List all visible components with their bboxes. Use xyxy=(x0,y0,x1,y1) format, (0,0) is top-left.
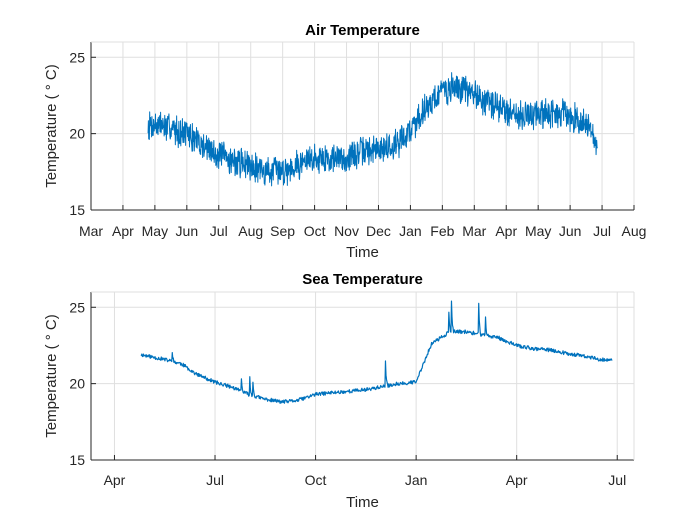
x-tick-label: Jul xyxy=(608,472,626,488)
x-tick-label: Apr xyxy=(495,223,517,239)
x-tick-label: Feb xyxy=(430,223,454,239)
x-tick-label: Mar xyxy=(79,223,103,239)
y-axis-label: Temperature ( ° C) xyxy=(43,314,60,438)
y-tick-label: 20 xyxy=(69,376,85,392)
x-tick-label: Aug xyxy=(238,223,263,239)
y-tick-label: 20 xyxy=(69,126,85,142)
air-temperature-chart: Mar Apr May Jun Jul Aug Sep Oct Nov Dec Jan Feb Mar A… xyxy=(43,22,646,261)
x-tick-label: Dec xyxy=(366,223,391,239)
x-tick-label: Aug xyxy=(622,223,647,239)
x-tick-label: Jun xyxy=(559,223,582,239)
x-tick-label: Jun xyxy=(176,223,199,239)
chart-title: Sea Temperature xyxy=(302,271,423,288)
x-tick-label: May xyxy=(142,223,168,239)
x-tick-label: Mar xyxy=(462,223,486,239)
y-tick-label: 15 xyxy=(69,202,85,218)
x-tick-label: Jul xyxy=(593,223,611,239)
x-tick-label: Oct xyxy=(304,223,326,239)
x-tick-label: Apr xyxy=(506,472,528,488)
x-tick-label: Jul xyxy=(206,472,224,488)
chart-title: Air Temperature xyxy=(305,22,420,39)
x-tick-label: Nov xyxy=(334,223,359,239)
x-tick-label: Apr xyxy=(112,223,134,239)
sea-temperature-chart: Apr Jul Oct Jan Apr Jul 15 20 25 Sea Temperature T… xyxy=(43,271,635,511)
series-line xyxy=(147,72,598,187)
x-tick-label: Jan xyxy=(399,223,422,239)
y-tick-label: 25 xyxy=(69,49,85,65)
x-axis-label: Time xyxy=(346,494,379,511)
x-tick-label: May xyxy=(525,223,551,239)
x-tick-label: Sep xyxy=(270,223,295,239)
y-tick-label: 25 xyxy=(69,299,85,315)
x-tick-label: Jul xyxy=(210,223,228,239)
x-tick-label: Oct xyxy=(305,472,327,488)
y-tick-label: 15 xyxy=(69,452,85,468)
x-tick-label: Apr xyxy=(104,472,126,488)
series-line xyxy=(140,300,613,405)
y-axis-label: Temperature ( ° C) xyxy=(43,64,60,188)
x-axis-label: Time xyxy=(346,244,379,261)
x-tick-label: Jan xyxy=(405,472,428,488)
